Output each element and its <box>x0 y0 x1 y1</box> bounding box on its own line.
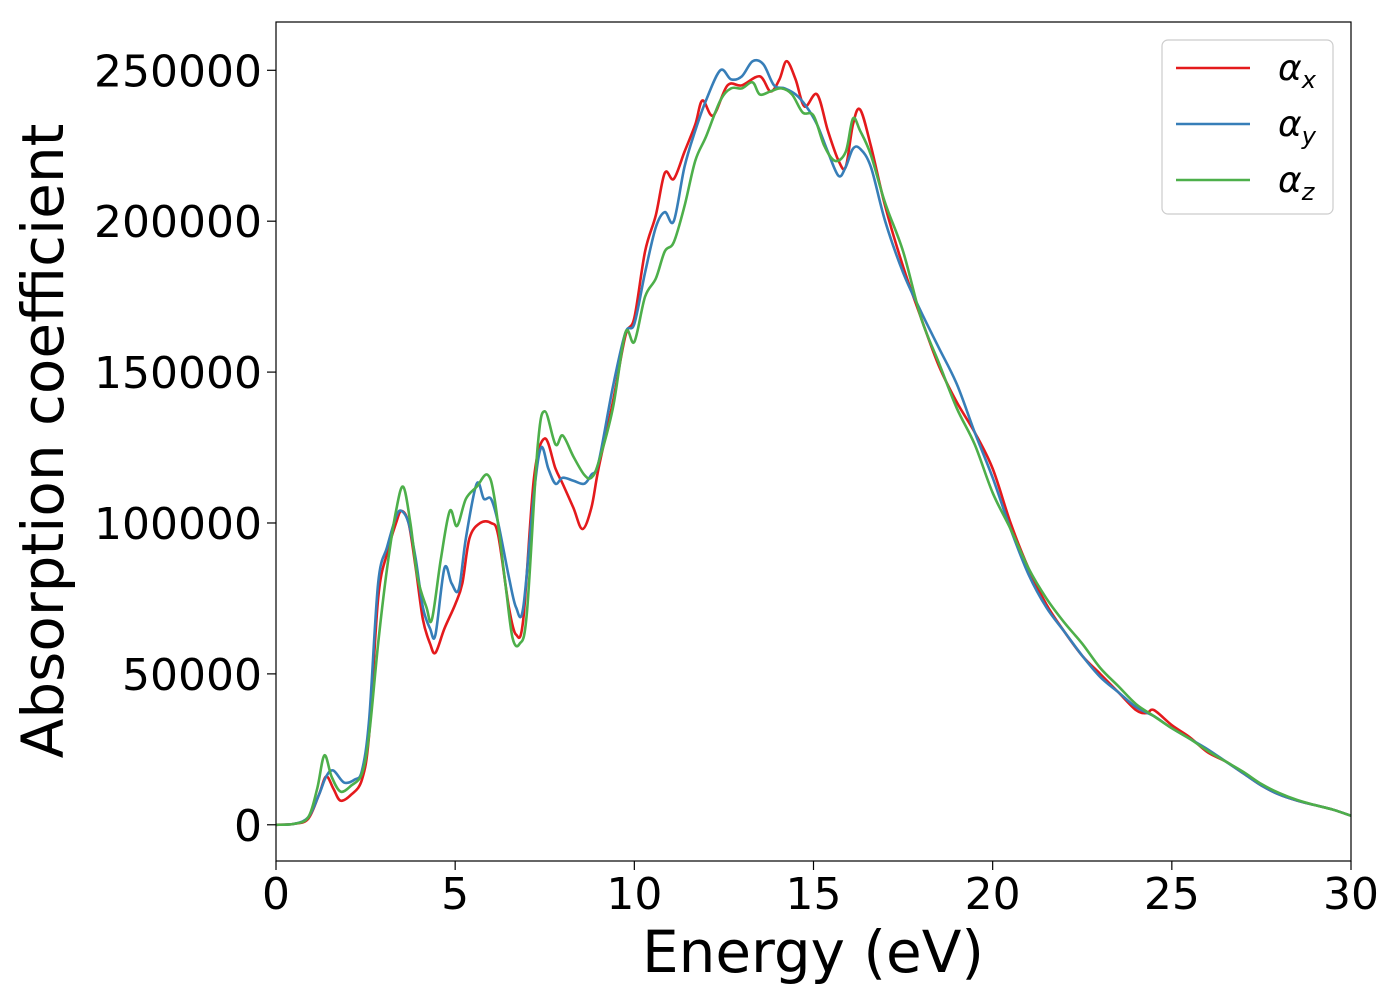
x-tick-label: 25 <box>1144 869 1200 920</box>
y-tick-label: 50000 <box>122 650 262 701</box>
x-tick-label: 15 <box>786 869 842 920</box>
legend-frame <box>1161 39 1334 215</box>
x-axis-title: Energy (eV) <box>642 918 984 986</box>
y-tick-label: 200000 <box>94 197 262 248</box>
legend-label-y: αy <box>1278 104 1317 150</box>
y-tick-label: 250000 <box>94 46 262 97</box>
x-tick-label: 30 <box>1323 869 1379 920</box>
x-tick-label: 0 <box>262 869 290 920</box>
x-tick-label: 10 <box>606 869 662 920</box>
x-axis: 0 5 10 15 20 25 30 <box>262 861 1379 920</box>
y-tick-label: 100000 <box>94 499 262 550</box>
legend-label-z: αz <box>1278 160 1316 206</box>
y-tick-label: 150000 <box>94 348 262 399</box>
series-line-z <box>276 80 1351 827</box>
x-tick-label: 20 <box>965 869 1021 920</box>
y-tick-label: 0 <box>234 801 262 852</box>
y-axis-title: Absorption coefficient <box>9 124 77 759</box>
legend: αx αy αz <box>1161 39 1334 215</box>
plot-area <box>275 21 1352 862</box>
x-tick-label: 5 <box>441 869 469 920</box>
y-axis: 0 50000 100000 150000 200000 250000 <box>94 46 276 852</box>
legend-label-x: αx <box>1278 48 1317 94</box>
series-layer <box>276 58 1351 827</box>
